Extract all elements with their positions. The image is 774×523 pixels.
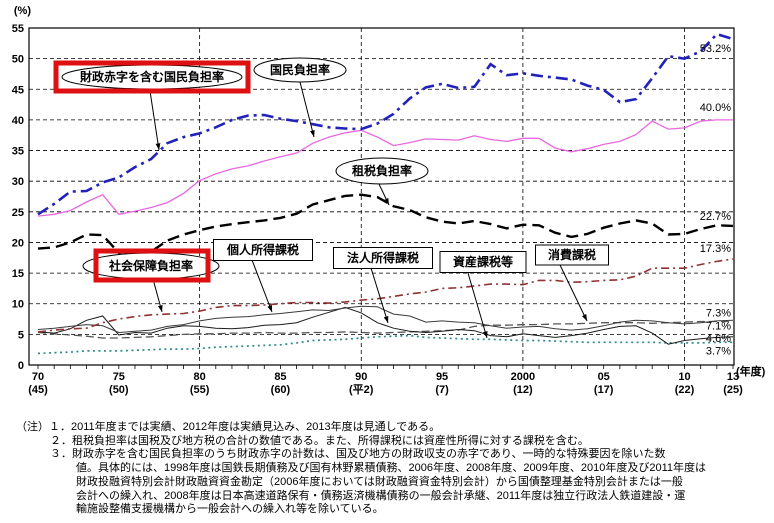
callout-arrowhead bbox=[158, 305, 163, 312]
series-line-corporate-income-tax bbox=[37, 306, 734, 345]
burden-ratio-line-chart: 0510152025303540455055(%)70(45)75(50)80(… bbox=[12, 5, 766, 396]
end-value-label-consumption-tax: 7.1% bbox=[706, 320, 731, 332]
callout-arrowhead bbox=[383, 316, 389, 323]
x-tick-label: 2000 bbox=[511, 371, 535, 383]
y-tick-label: 55 bbox=[12, 23, 24, 35]
footnotes: （注）１．2011年度までは実績、2012年度は実績見込み、2013年度は見通し… bbox=[0, 421, 774, 517]
x-tick-sublabel: (55) bbox=[190, 384, 210, 396]
callout-arrow bbox=[251, 259, 273, 313]
y-tick-label: 35 bbox=[12, 146, 24, 158]
note-line-6: 会計への繰入れ、2008年度は日本高速道路保有・債務返済機構債務の一般会計承継、… bbox=[76, 489, 686, 502]
end-value-label-corporate-income-tax: 4.6% bbox=[706, 333, 731, 345]
y-tick-label: 0 bbox=[18, 360, 24, 372]
y-tick-label: 45 bbox=[12, 84, 24, 96]
x-tick-sublabel: (60) bbox=[271, 384, 291, 396]
series-line-asset-tax bbox=[37, 334, 733, 355]
end-value-label-asset-tax: 3.7% bbox=[706, 345, 731, 357]
x-tick-sublabel: (7) bbox=[435, 384, 449, 396]
note-line-1: （注）１．2011年度までは実績、2012年度は実績見込み、2013年度は見通し… bbox=[16, 421, 441, 433]
y-tick-label: 5 bbox=[18, 329, 24, 341]
series-line-personal-income-tax bbox=[37, 305, 734, 334]
callout-arrowhead bbox=[155, 143, 161, 150]
end-value-label-social-security-burden: 17.3% bbox=[700, 243, 731, 255]
x-tick-sublabel: (22) bbox=[675, 384, 695, 396]
note-line-3: ３．財政赤字を含む国民負担率のうち財政赤字の計数は、国及び地方の財政収支の赤字で… bbox=[50, 448, 666, 461]
x-axis-unit: (年度) bbox=[736, 364, 766, 378]
callout-oval-national-burden bbox=[253, 57, 347, 83]
x-tick-sublabel: (45) bbox=[28, 384, 48, 396]
end-value-label-national-burden: 40.0% bbox=[700, 102, 731, 114]
callout-oval-tax-burden bbox=[335, 157, 429, 185]
callout-label-deficit-included-national-burden: 財政赤字を含む国民負担率 bbox=[79, 69, 224, 84]
x-tick-sublabel: (平2) bbox=[349, 383, 374, 396]
x-tick-sublabel: (12) bbox=[513, 384, 533, 396]
y-tick-label: 10 bbox=[12, 299, 24, 311]
end-value-label-personal-income-tax: 7.3% bbox=[706, 307, 731, 319]
x-tick-label: 90 bbox=[355, 371, 367, 383]
callout-label-asset-tax: 資産課税等 bbox=[453, 254, 513, 269]
x-tick-label: 85 bbox=[274, 371, 286, 383]
end-value-label-deficit-included-national-burden: 53.2% bbox=[700, 43, 731, 55]
y-tick-label: 30 bbox=[12, 176, 24, 188]
plot-border bbox=[28, 27, 735, 366]
note-line-5: 財政投融資特別会計財政融資資金勘定（2006年度においては財政融資資金特別会計）… bbox=[76, 475, 683, 488]
series-line-national-burden bbox=[37, 119, 733, 217]
callout-arrow bbox=[467, 272, 488, 339]
callout-arrow bbox=[559, 264, 588, 322]
x-tick-label: 75 bbox=[113, 371, 125, 383]
callout-label-social-security-burden: 社会保障負担率 bbox=[108, 258, 193, 273]
callout-label-corporate-income-tax: 法人所得課税 bbox=[347, 250, 419, 265]
series-line-consumption-tax bbox=[37, 320, 733, 339]
series-line-social-security-burden bbox=[37, 258, 734, 333]
end-value-label-tax-burden: 22.7% bbox=[700, 211, 731, 223]
y-tick-label: 20 bbox=[12, 237, 24, 249]
x-tick-label: 70 bbox=[32, 371, 44, 383]
callout-arrowhead bbox=[482, 331, 488, 338]
highlight-red-box-social-security-burden bbox=[93, 248, 211, 283]
y-axis-unit: (%) bbox=[14, 5, 31, 17]
callout-arrow bbox=[370, 267, 389, 324]
callout-label-tax-burden: 租税負担率 bbox=[352, 163, 412, 178]
y-tick-label: 25 bbox=[12, 207, 24, 219]
x-tick-label: 95 bbox=[436, 371, 448, 383]
x-tick-label: 80 bbox=[194, 371, 206, 383]
callout-box-personal-income-tax bbox=[213, 239, 313, 261]
callout-arrowhead bbox=[267, 305, 272, 312]
y-tick-label: 40 bbox=[12, 115, 24, 127]
callout-label-national-burden: 国民負担率 bbox=[270, 62, 330, 77]
callout-box-corporate-income-tax bbox=[333, 247, 433, 269]
note-line-4: 値。具体的には、1998年度は国鉄長期債務及び国有林野累積債務、2006年度、2… bbox=[76, 462, 707, 475]
callout-label-personal-income-tax: 個人所得課税 bbox=[226, 242, 299, 257]
highlight-red-box-deficit-included-national-burden bbox=[53, 60, 251, 94]
callout-arrowhead bbox=[384, 198, 389, 205]
callout-box-asset-tax bbox=[439, 251, 527, 273]
x-tick-label: 13 bbox=[727, 371, 739, 383]
x-tick-sublabel: (17) bbox=[594, 384, 614, 396]
y-tick-label: 50 bbox=[12, 54, 24, 66]
x-tick-sublabel: (25) bbox=[723, 384, 743, 396]
callout-arrowhead bbox=[582, 314, 587, 321]
series-line-deficit-included-national-burden bbox=[37, 32, 734, 216]
callout-label-consumption-tax: 消費課税 bbox=[548, 247, 596, 262]
x-tick-sublabel: (50) bbox=[109, 384, 129, 396]
y-tick-label: 15 bbox=[12, 268, 24, 280]
callout-arrow bbox=[299, 81, 315, 138]
note-line-2: ２．租税負担率は国税及び地方税の合計の数値である。また、所得課税には資産性所得に… bbox=[50, 434, 589, 447]
x-tick-label: 05 bbox=[598, 371, 610, 383]
series-line-tax-burden bbox=[37, 193, 734, 255]
callout-arrow bbox=[149, 90, 160, 151]
callout-arrowhead bbox=[310, 130, 315, 137]
callout-box-consumption-tax bbox=[535, 244, 609, 266]
x-tick-label: 10 bbox=[678, 371, 690, 383]
note-line-7: 輸施設整備支援機構から一般会計への繰入れ等を除いている。 bbox=[76, 503, 384, 516]
